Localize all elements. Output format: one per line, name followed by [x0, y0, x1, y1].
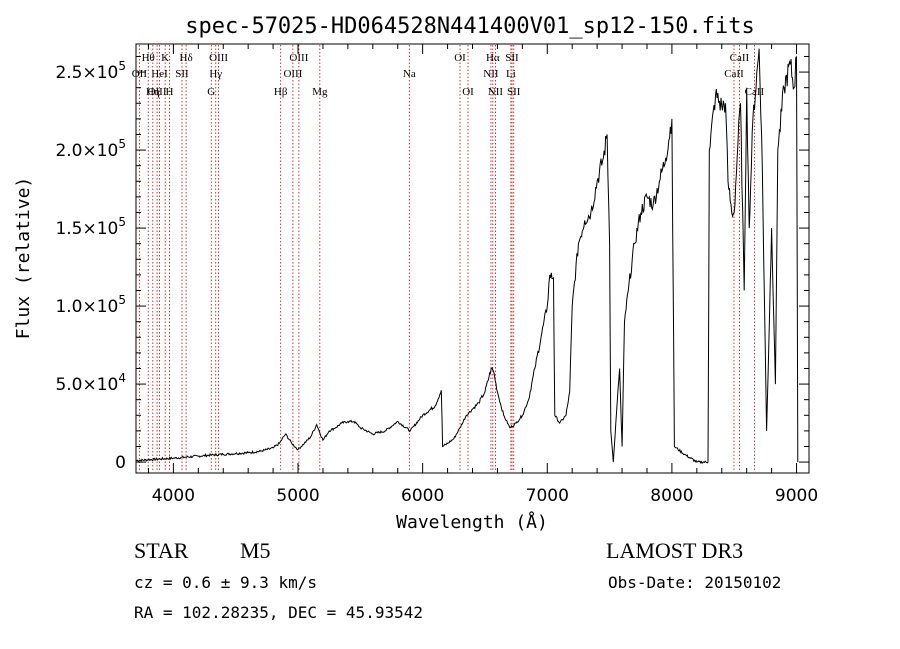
- line-marker-label-17: OI: [454, 52, 466, 64]
- line-marker-label-23: Li: [506, 68, 516, 80]
- x-tick-label-5: 9000: [775, 486, 818, 506]
- line-marker-label-19: Hα: [486, 52, 500, 64]
- line-marker-label-18: OI: [462, 86, 474, 98]
- line-marker-label-10: Hγ: [209, 68, 222, 80]
- line-marker-label-9: OIII: [209, 52, 228, 64]
- coordinates: RA = 102.28235, DEC = 45.93542: [134, 603, 423, 622]
- chart-title: spec-57025-HD064528N441400V01_sp12-150.f…: [185, 14, 755, 39]
- line-marker-label-12: Hβ: [274, 86, 288, 98]
- y-axis-label: Flux (relative): [13, 177, 34, 340]
- y-tick-label-2: 1.0×105: [55, 293, 126, 317]
- x-tick-label-4: 8000: [650, 486, 693, 506]
- line-marker-label-4: Hη: [146, 86, 160, 98]
- line-marker-label-11: G: [207, 86, 215, 98]
- line-markers: [138, 45, 755, 472]
- line-marker-label-21: NII: [488, 86, 504, 98]
- y-tick-label-0: 0: [115, 453, 126, 473]
- y-tick-label-5: 2.5×105: [55, 59, 126, 83]
- y-tick-label-3: 1.5×105: [55, 215, 126, 239]
- line-marker-label-0: Hθ: [142, 52, 155, 64]
- line-marker-label-15: Mg: [312, 86, 328, 98]
- line-marker-label-8: Hδ: [180, 52, 193, 64]
- line-marker-label-24: SII: [507, 86, 521, 98]
- x-tick-label-3: 7000: [526, 486, 569, 506]
- line-marker-label-14: OIII: [283, 68, 302, 80]
- line-marker-label-7: SII: [175, 68, 189, 80]
- y-tick-label-1: 5.0×104: [55, 371, 126, 395]
- object-subclass: M5: [240, 538, 271, 563]
- y-tick-label-4: 2.0×105: [55, 137, 126, 161]
- y-axis: 0 5.0×104 1.0×105 1.5×105 2.0×105 2.5×105: [55, 55, 809, 473]
- line-marker-label-16: Na: [403, 68, 416, 80]
- line-marker-label-1: OII: [132, 68, 148, 80]
- redshift-info: cz = 0.6 ± 9.3 km/s: [134, 573, 318, 592]
- line-marker-label-27: CaII: [745, 86, 765, 98]
- line-marker-label-26: CaII: [724, 68, 744, 80]
- line-marker-label-5: K: [161, 52, 169, 64]
- line-marker-label-6: H: [166, 86, 174, 98]
- observation-date: Obs-Date: 20150102: [608, 573, 782, 592]
- line-marker-label-20: NII: [483, 68, 499, 80]
- x-tick-label-0: 4000: [152, 486, 195, 506]
- spectrum-line: [136, 48, 799, 465]
- line-marker-label-2: OIII: [148, 86, 167, 98]
- line-marker-label-13: OIII: [289, 52, 308, 64]
- x-tick-label-1: 5000: [276, 486, 319, 506]
- line-marker-label-22: SII: [505, 52, 519, 64]
- x-axis: 4000 5000 6000 7000 8000 9000: [147, 44, 818, 506]
- line-marker-label-25: CaII: [730, 52, 750, 64]
- survey-name: LAMOST DR3: [606, 538, 744, 563]
- x-tick-label-2: 6000: [401, 486, 444, 506]
- x-axis-label: Wavelength (Å): [396, 511, 548, 533]
- line-marker-label-3: HeI: [151, 68, 168, 80]
- object-type: STAR: [134, 538, 189, 563]
